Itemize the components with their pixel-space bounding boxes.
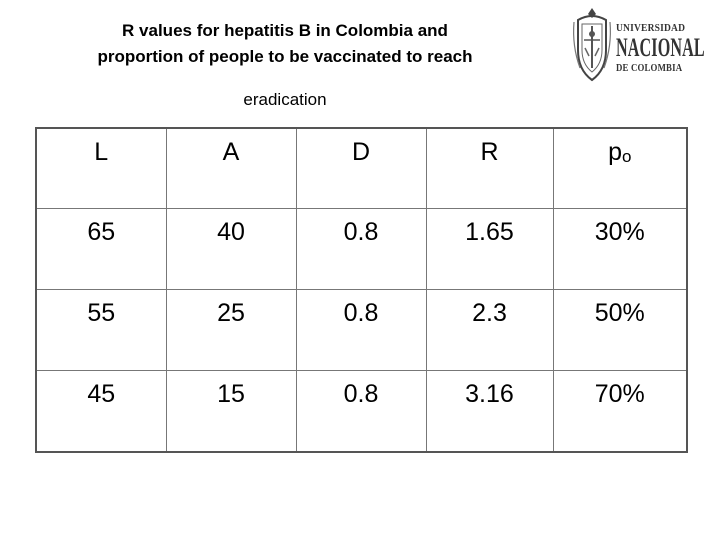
table-row: 65 40 0.8 1.65 30%	[35, 207, 688, 290]
cell-l: 45	[35, 369, 167, 453]
cell-r: 3.16	[425, 369, 554, 453]
cell-l: 65	[35, 207, 167, 290]
header-po: po	[552, 127, 688, 209]
r-values-table: L A D R po 65 40 0.8 1.65 30% 55 25 0.8 …	[35, 127, 688, 453]
header-po-base: p	[608, 138, 622, 166]
title-line-1: R values for hepatitis B in Colombia and	[122, 21, 448, 40]
cell-a: 40	[165, 207, 297, 290]
cell-r: 1.65	[425, 207, 554, 290]
cell-d: 0.8	[295, 207, 427, 290]
title-line-3: eradication	[243, 90, 327, 109]
header-a: A	[165, 127, 297, 209]
header-l: L	[35, 127, 167, 209]
cell-r: 2.3	[425, 288, 554, 371]
header-po-sub: o	[621, 147, 632, 166]
cell-l: 55	[35, 288, 167, 371]
cell-d: 0.8	[295, 288, 427, 371]
cell-a: 25	[165, 288, 297, 371]
cell-po: 70%	[552, 369, 688, 453]
table-row: 55 25 0.8 2.3 50%	[35, 288, 688, 371]
logo-text-line-1: UNIVERSIDAD	[616, 23, 686, 34]
logo-text-line-3: DE COLOMBIA	[616, 63, 683, 74]
slide-title: R values for hepatitis B in Colombia and…	[50, 18, 520, 70]
cell-po: 50%	[552, 288, 688, 371]
table-row: 45 15 0.8 3.16 70%	[35, 369, 688, 453]
header-d: D	[295, 127, 427, 209]
header-r: R	[425, 127, 554, 209]
coat-of-arms-icon	[573, 8, 611, 82]
cell-a: 15	[165, 369, 297, 453]
cell-d: 0.8	[295, 369, 427, 453]
title-line-2: proportion of people to be vaccinated to…	[97, 47, 473, 66]
university-logo: UNIVERSIDAD NACIONAL DE COLOMBIA	[570, 6, 705, 86]
table-header-row: L A D R po	[35, 127, 688, 209]
logo-text-line-2: NACIONAL	[616, 33, 705, 62]
cell-po: 30%	[552, 207, 688, 290]
